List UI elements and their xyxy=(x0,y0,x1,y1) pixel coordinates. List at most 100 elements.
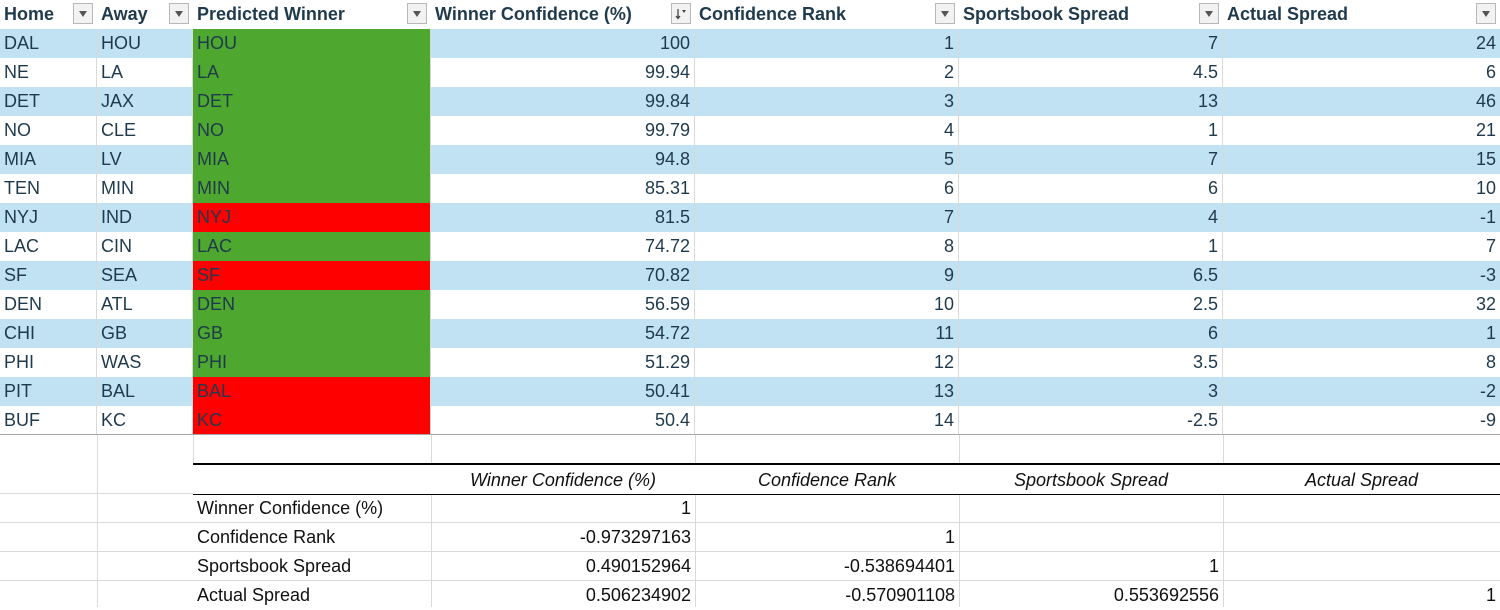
cell-home[interactable]: PIT xyxy=(0,377,97,406)
correlation-column-header[interactable]: Actual Spread xyxy=(1304,470,1419,490)
cell-book-spread[interactable]: 7 xyxy=(959,29,1223,58)
cell-actual-spread[interactable]: 24 xyxy=(1475,33,1496,53)
cell-rank[interactable]: 5 xyxy=(695,145,959,174)
cell-home[interactable]: NE xyxy=(0,58,97,87)
cell-winner[interactable]: NYJ xyxy=(193,203,431,232)
filter-dropdown-icon[interactable] xyxy=(935,3,955,24)
cell-home[interactable]: DET xyxy=(0,87,97,116)
correlation-value[interactable] xyxy=(695,494,955,523)
cell-winner[interactable]: MIA xyxy=(193,145,431,174)
header-confidence-rank[interactable]: Confidence Rank xyxy=(695,0,959,29)
correlation-row-label[interactable]: Confidence Rank xyxy=(197,527,336,547)
cell-away[interactable]: LV xyxy=(97,145,193,174)
cell-winner[interactable]: LA xyxy=(193,58,431,87)
filter-dropdown-icon[interactable] xyxy=(169,3,189,24)
cell-rank[interactable]: 7 xyxy=(695,203,959,232)
cell-confidence[interactable]: 99.94 xyxy=(431,58,695,87)
cell-winner[interactable]: HOU xyxy=(193,29,431,58)
cell-winner[interactable]: SF xyxy=(193,261,431,290)
cell-home[interactable]: LAC xyxy=(0,232,97,261)
cell-home[interactable]: NO xyxy=(0,116,97,145)
cell-away[interactable]: WAS xyxy=(97,348,193,377)
header-actual-spread[interactable]: Actual Spread xyxy=(1223,0,1500,29)
cell-book-spread[interactable]: 6.5 xyxy=(959,261,1223,290)
cell-rank[interactable]: 1 xyxy=(695,29,959,58)
cell-actual-spread[interactable]: 6 xyxy=(1485,62,1496,82)
correlation-row-label[interactable]: Actual Spread xyxy=(197,585,311,605)
header-sportsbook-spread[interactable]: Sportsbook Spread xyxy=(959,0,1223,29)
cell-book-spread[interactable]: 6 xyxy=(959,174,1223,203)
cell-actual-spread[interactable]: 10 xyxy=(1475,178,1496,198)
cell-winner[interactable]: GB xyxy=(193,319,431,348)
correlation-value[interactable]: 1 xyxy=(944,527,955,547)
cell-book-spread[interactable]: 3 xyxy=(959,377,1223,406)
correlation-value[interactable] xyxy=(959,523,1219,552)
cell-rank[interactable]: 10 xyxy=(695,290,959,319)
cell-book-spread[interactable]: 1 xyxy=(959,232,1223,261)
correlation-column-header[interactable]: Sportsbook Spread xyxy=(1013,470,1169,490)
cell-confidence[interactable]: 50.4 xyxy=(431,406,695,435)
cell-confidence[interactable]: 54.72 xyxy=(431,319,695,348)
cell-home[interactable]: DEN xyxy=(0,290,97,319)
cell-away[interactable]: LA xyxy=(97,58,193,87)
correlation-value[interactable]: 0.506234902 xyxy=(585,585,691,605)
filter-dropdown-icon[interactable] xyxy=(73,3,93,24)
correlation-value[interactable]: -0.570901108 xyxy=(845,585,955,605)
filter-dropdown-icon[interactable] xyxy=(1476,3,1496,24)
correlation-value[interactable] xyxy=(959,494,1219,523)
filter-dropdown-icon[interactable] xyxy=(407,3,427,24)
cell-confidence[interactable]: 81.5 xyxy=(431,203,695,232)
header-winner-confidence[interactable]: Winner Confidence (%) xyxy=(431,0,695,29)
correlation-value[interactable]: 1 xyxy=(680,498,691,518)
cell-rank[interactable]: 8 xyxy=(695,232,959,261)
header-home[interactable]: Home xyxy=(0,0,97,29)
cell-home[interactable]: NYJ xyxy=(0,203,97,232)
cell-book-spread[interactable]: 6 xyxy=(959,319,1223,348)
cell-home[interactable]: TEN xyxy=(0,174,97,203)
cell-actual-spread[interactable]: 8 xyxy=(1485,352,1496,372)
correlation-value[interactable] xyxy=(1223,494,1496,523)
cell-book-spread[interactable]: 2.5 xyxy=(959,290,1223,319)
cell-actual-spread[interactable]: -2 xyxy=(1479,381,1496,401)
correlation-value[interactable]: -0.538694401 xyxy=(843,556,955,576)
cell-away[interactable]: HOU xyxy=(97,29,193,58)
cell-actual-spread[interactable]: -9 xyxy=(1479,410,1496,430)
correlation-column-header[interactable]: Winner Confidence (%) xyxy=(470,470,656,490)
cell-actual-spread[interactable]: -1 xyxy=(1479,207,1496,227)
cell-confidence[interactable]: 74.72 xyxy=(431,232,695,261)
cell-home[interactable]: MIA xyxy=(0,145,97,174)
cell-rank[interactable]: 9 xyxy=(695,261,959,290)
correlation-value[interactable]: 1 xyxy=(1208,556,1219,576)
cell-rank[interactable]: 3 xyxy=(695,87,959,116)
cell-winner[interactable]: NO xyxy=(193,116,431,145)
cell-rank[interactable]: 13 xyxy=(695,377,959,406)
cell-actual-spread[interactable]: 7 xyxy=(1485,236,1496,256)
correlation-value[interactable] xyxy=(1223,552,1496,581)
cell-home[interactable]: SF xyxy=(0,261,97,290)
cell-winner[interactable]: DEN xyxy=(193,290,431,319)
cell-winner[interactable]: PHI xyxy=(193,348,431,377)
cell-confidence[interactable]: 99.84 xyxy=(431,87,695,116)
correlation-value[interactable]: -0.973297163 xyxy=(579,527,691,547)
cell-away[interactable]: JAX xyxy=(97,87,193,116)
cell-winner[interactable]: MIN xyxy=(193,174,431,203)
cell-confidence[interactable]: 56.59 xyxy=(431,290,695,319)
sort-descending-icon[interactable] xyxy=(671,3,691,24)
cell-book-spread[interactable]: 4 xyxy=(959,203,1223,232)
cell-confidence[interactable]: 94.8 xyxy=(431,145,695,174)
cell-home[interactable]: BUF xyxy=(0,406,97,435)
correlation-value[interactable]: 1 xyxy=(1485,585,1496,605)
header-predicted-winner[interactable]: Predicted Winner xyxy=(193,0,431,29)
cell-confidence[interactable]: 100 xyxy=(431,29,695,58)
cell-confidence[interactable]: 70.82 xyxy=(431,261,695,290)
cell-book-spread[interactable]: 4.5 xyxy=(959,58,1223,87)
cell-rank[interactable]: 4 xyxy=(695,116,959,145)
cell-away[interactable]: BAL xyxy=(97,377,193,406)
header-away[interactable]: Away xyxy=(97,0,193,29)
cell-actual-spread[interactable]: 32 xyxy=(1475,294,1496,314)
cell-rank[interactable]: 2 xyxy=(695,58,959,87)
cell-rank[interactable]: 6 xyxy=(695,174,959,203)
correlation-row-label[interactable]: Sportsbook Spread xyxy=(197,556,352,576)
cell-book-spread[interactable]: 13 xyxy=(959,87,1223,116)
cell-winner[interactable]: DET xyxy=(193,87,431,116)
